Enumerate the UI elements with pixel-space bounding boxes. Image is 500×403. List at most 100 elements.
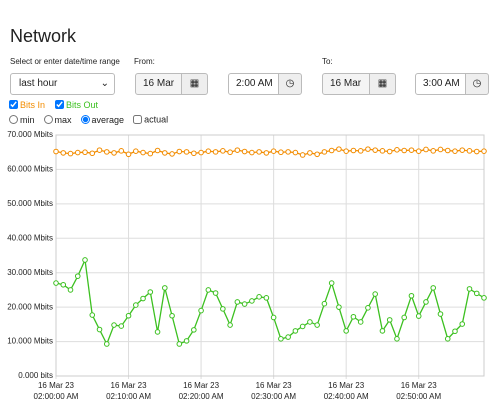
data-point [299, 323, 306, 330]
data-point [285, 334, 291, 340]
data-point [278, 336, 284, 342]
data-point [357, 319, 364, 325]
y-tick-label: 20.000 Mbits [7, 302, 53, 311]
mode-radio[interactable] [43, 115, 53, 125]
data-point [307, 319, 313, 325]
from-time[interactable]: 2:00 AM [228, 73, 279, 95]
mode-radio[interactable] [80, 115, 90, 125]
data-point [423, 146, 429, 153]
plot-border [55, 134, 485, 377]
data-point [437, 146, 444, 153]
calendar-button[interactable]: ▦ [181, 73, 208, 95]
page-title: Network [10, 26, 77, 46]
data-point [336, 304, 342, 310]
data-point [314, 322, 320, 328]
data-point [314, 151, 320, 158]
data-point [249, 298, 255, 304]
from-label: From: [134, 57, 155, 66]
data-point [321, 149, 328, 155]
data-point [198, 149, 204, 156]
data-point [292, 328, 299, 334]
data-point [205, 287, 212, 293]
data-point [328, 147, 335, 154]
data-point [60, 150, 67, 156]
x-tick-label: 16 Mar 23 02:30:00 AM [251, 381, 297, 401]
data-point [459, 147, 466, 153]
data-point [336, 146, 342, 152]
data-point [473, 290, 480, 297]
actual-label: actual [144, 114, 169, 125]
mode-radio[interactable] [9, 115, 18, 125]
data-point [169, 312, 175, 319]
data-point [386, 148, 393, 155]
data-point [220, 306, 226, 312]
y-tick-label: 50.000 Mbits [7, 199, 53, 208]
data-point [270, 148, 277, 154]
data-point [241, 148, 248, 155]
data-point [74, 149, 81, 156]
data-point [103, 341, 110, 347]
mode-label: min [20, 114, 35, 125]
data-point [263, 150, 270, 156]
data-point [82, 149, 88, 156]
data-point [328, 280, 335, 286]
data-point [198, 307, 204, 314]
series-toggle[interactable] [9, 100, 18, 110]
calendar-button[interactable]: ▦ [369, 73, 396, 95]
data-point [212, 290, 219, 296]
data-point [263, 295, 270, 301]
mode-label: max [54, 114, 72, 125]
data-point [379, 148, 386, 154]
data-point [82, 257, 88, 263]
data-point [292, 149, 299, 156]
data-point [53, 148, 59, 155]
data-point [74, 273, 81, 279]
data-point [394, 147, 400, 153]
data-point [372, 291, 378, 297]
data-point [212, 149, 219, 155]
data-point [386, 317, 393, 323]
x-tick-label: 16 Mar 23 02:50:00 AM [396, 381, 442, 401]
data-point [379, 328, 386, 334]
data-point [176, 148, 183, 155]
legend: Bits In Bits Out [9, 99, 108, 110]
data-point [372, 147, 378, 153]
data-point [118, 323, 125, 329]
x-tick-label: 16 Mar 23 02:10:00 AM [106, 381, 151, 401]
modes: min max average actual [9, 114, 168, 125]
data-point [444, 336, 451, 342]
data-point [444, 147, 451, 154]
data-point [96, 326, 103, 333]
clock-button[interactable]: ◷ [278, 73, 302, 95]
data-point [183, 149, 190, 155]
data-point [227, 149, 233, 156]
y-tick-label: 10.000 Mbits [7, 337, 53, 346]
data-point [67, 150, 74, 157]
data-point [473, 148, 480, 155]
data-point [241, 301, 248, 307]
series-toggle[interactable] [55, 100, 65, 110]
data-point [343, 148, 349, 154]
data-point [423, 299, 429, 305]
mode-label: average [91, 114, 125, 125]
data-point [285, 149, 291, 155]
data-point [307, 150, 313, 156]
data-point [415, 313, 422, 319]
clock-button[interactable]: ◷ [465, 73, 489, 95]
data-point [111, 322, 117, 328]
data-point [162, 150, 168, 156]
data-point [96, 147, 103, 153]
y-tick-label: 30.000 Mbits [7, 268, 53, 277]
actual-checkbox[interactable] [133, 115, 143, 125]
data-point [132, 148, 139, 154]
range-select[interactable]: last hour ⌄ [10, 73, 115, 95]
data-point [220, 148, 226, 154]
data-point [278, 149, 284, 156]
data-point [408, 147, 415, 153]
data-point [162, 285, 168, 291]
data-point [147, 150, 154, 157]
data-point [481, 148, 487, 154]
data-point [481, 295, 487, 301]
x-tick-label: 16 Mar 23 02:00:00 AM [33, 381, 79, 401]
x-tick-label: 16 Mar 23 02:20:00 AM [178, 381, 224, 401]
